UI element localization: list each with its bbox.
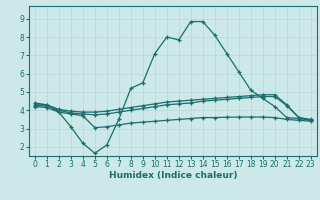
- X-axis label: Humidex (Indice chaleur): Humidex (Indice chaleur): [108, 171, 237, 180]
